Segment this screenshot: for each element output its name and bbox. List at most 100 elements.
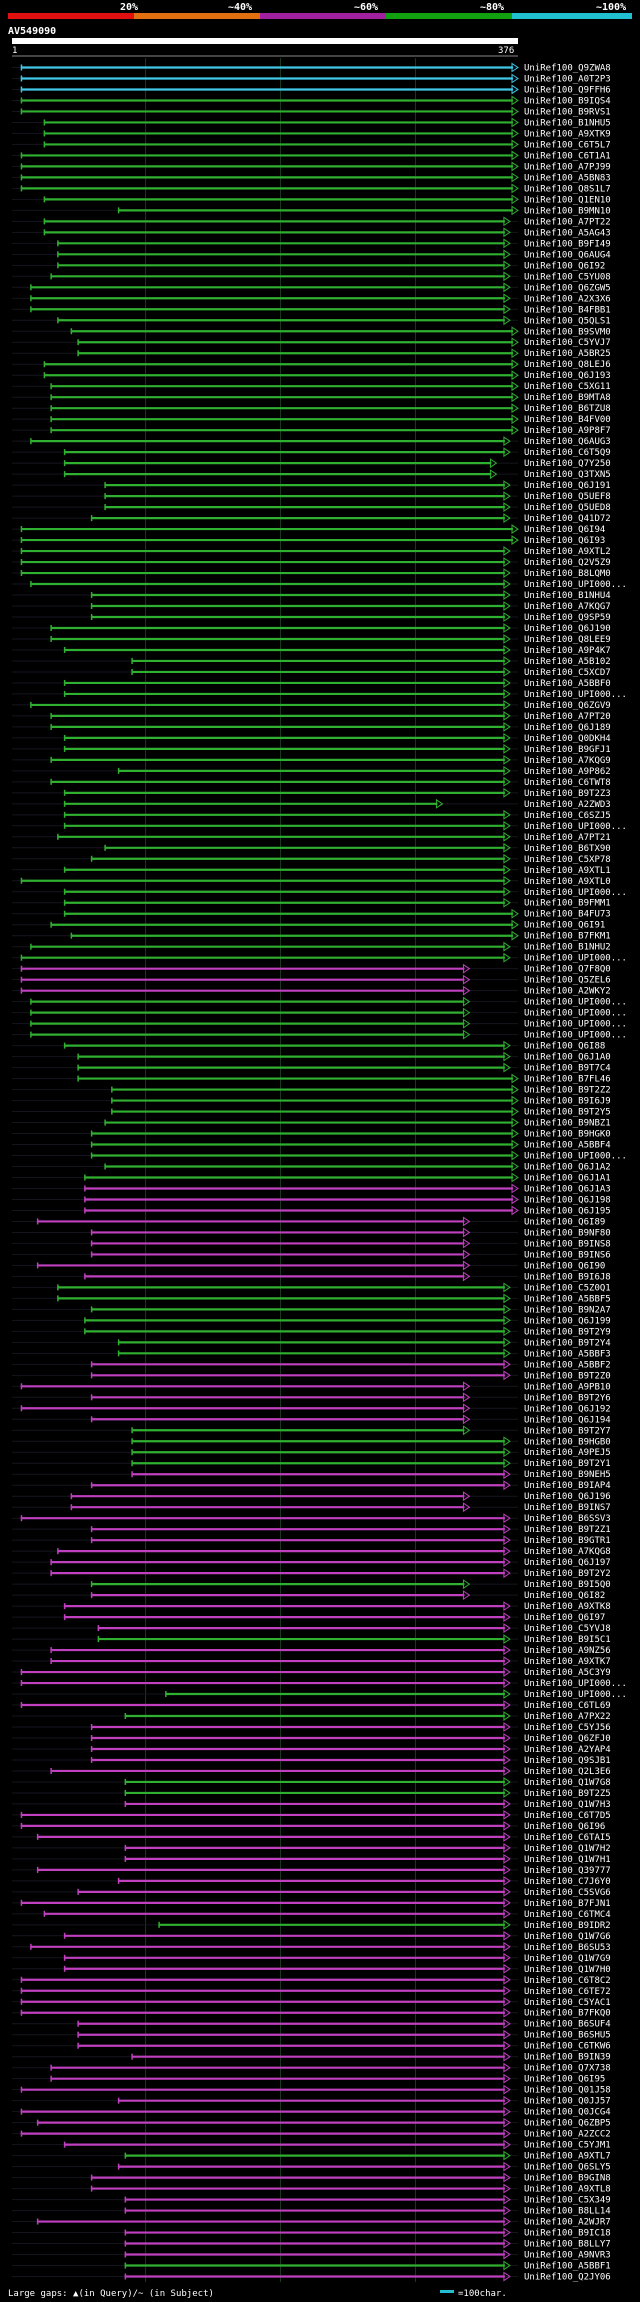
hit-row[interactable]: UniRef100_Q2JY06 — [12, 2271, 611, 2283]
hit-label[interactable]: UniRef100_A2ZCC2 — [524, 2130, 611, 2140]
hit-label[interactable]: UniRef100_Q7Y250 — [524, 459, 611, 469]
hit-label[interactable]: UniRef100_B6SSV3 — [524, 1514, 611, 1524]
hit-label[interactable]: UniRef100_A7PJ99 — [524, 162, 611, 172]
hit-row[interactable]: UniRef100_B9NBZ1 — [12, 1117, 611, 1129]
hit-row[interactable]: UniRef100_B9SVM0 — [12, 326, 611, 337]
hit-row[interactable]: UniRef100_A9NVR3 — [12, 2249, 611, 2261]
hit-label[interactable]: UniRef100_Q9ZWA8 — [524, 63, 611, 73]
hit-label[interactable]: UniRef100_B9IQS4 — [524, 96, 611, 106]
hit-label[interactable]: UniRef100_B9INS6 — [524, 1250, 611, 1260]
hit-label[interactable]: UniRef100_A5BBF0 — [524, 679, 611, 689]
hit-label[interactable]: UniRef100_B8LQM0 — [524, 569, 611, 579]
hit-label[interactable]: UniRef100_A7KQG7 — [524, 602, 611, 612]
hit-row[interactable]: UniRef100_Q1EN10 — [12, 194, 611, 205]
hit-row[interactable]: UniRef100_A9PEJ5 — [12, 1447, 611, 1458]
hit-label[interactable]: UniRef100_B7FJN1 — [524, 1899, 611, 1909]
hit-row[interactable]: UniRef100_B9GFJ1 — [12, 743, 611, 755]
hit-label[interactable]: UniRef100_C7J6Y0 — [524, 1877, 611, 1887]
hit-label[interactable]: UniRef100_UPI000... — [524, 1679, 627, 1689]
hit-row[interactable]: UniRef100_C6TL69 — [12, 1700, 611, 1711]
hit-row[interactable]: UniRef100_B6TZU8 — [12, 403, 611, 414]
hit-label[interactable]: UniRef100_Q6I90 — [524, 1261, 605, 1271]
hit-row[interactable]: UniRef100_Q6I96 — [12, 1820, 605, 1832]
hit-row[interactable]: UniRef100_Q6J193 — [12, 370, 611, 381]
hit-label[interactable]: UniRef100_Q2JY06 — [524, 2273, 611, 2283]
hit-label[interactable]: UniRef100_A9P862 — [524, 767, 611, 777]
hit-row[interactable]: UniRef100_C5XP78 — [12, 853, 611, 865]
hit-label[interactable]: UniRef100_B9T2Y6 — [524, 1393, 611, 1403]
hit-label[interactable]: UniRef100_C6T8C2 — [524, 1976, 611, 1986]
hit-label[interactable]: UniRef100_B1NHU5 — [524, 118, 611, 128]
hit-row[interactable]: UniRef100_B9INS6 — [12, 1249, 611, 1260]
hit-row[interactable]: UniRef100_C6T5Q9 — [12, 447, 611, 458]
hit-label[interactable]: UniRef100_B9T2Y5 — [524, 1108, 611, 1118]
hit-row[interactable]: UniRef100_B9MN10 — [12, 205, 611, 216]
hit-row[interactable]: UniRef100_A5C3Y9 — [12, 1667, 611, 1678]
hit-row[interactable]: UniRef100_A2WKY2 — [12, 985, 611, 997]
hit-row[interactable]: UniRef100_B9T7C4 — [12, 1062, 611, 1074]
hit-label[interactable]: UniRef100_B9I5C1 — [524, 1635, 611, 1645]
hit-row[interactable]: UniRef100_B8LL14 — [12, 2205, 611, 2217]
hit-row[interactable]: UniRef100_Q6J194 — [12, 1414, 611, 1425]
hit-row[interactable]: UniRef100_Q6I94 — [12, 524, 605, 535]
hit-row[interactable]: UniRef100_Q6AUG3 — [12, 436, 611, 447]
hit-label[interactable]: UniRef100_Q6SLY5 — [524, 2163, 611, 2173]
hit-label[interactable]: UniRef100_Q6J189 — [524, 723, 611, 733]
hit-label[interactable]: UniRef100_B9T2Y1 — [524, 1459, 611, 1469]
hit-row[interactable]: UniRef100_A9XTK7 — [12, 1656, 611, 1667]
hit-label[interactable]: UniRef100_B9GFJ1 — [524, 745, 611, 755]
hit-label[interactable]: UniRef100_B9INS8 — [524, 1239, 611, 1249]
hit-row[interactable]: UniRef100_A5BBF2 — [12, 1359, 611, 1370]
hit-row[interactable]: UniRef100_A7PJ99 — [12, 161, 611, 172]
hit-row[interactable]: UniRef100_Q0JJ57 — [12, 2095, 611, 2107]
hit-row[interactable]: UniRef100_C5YJ56 — [12, 1722, 611, 1733]
hit-row[interactable]: UniRef100_B9I5Q0 — [12, 1579, 611, 1590]
hit-label[interactable]: UniRef100_UPI000... — [524, 690, 627, 700]
hit-label[interactable]: UniRef100_A7KQG8 — [524, 1547, 611, 1557]
hit-label[interactable]: UniRef100_A2WJR7 — [524, 2218, 611, 2228]
hit-row[interactable]: UniRef100_UPI000... — [12, 1678, 627, 1689]
hit-row[interactable]: UniRef100_B9I6J9 — [12, 1095, 611, 1107]
hit-row[interactable]: UniRef100_A9P862 — [12, 765, 611, 777]
hit-label[interactable]: UniRef100_B9I5Q0 — [524, 1580, 611, 1590]
hit-label[interactable]: UniRef100_UPI000... — [524, 954, 627, 964]
hit-row[interactable]: UniRef100_Q6J198 — [12, 1194, 611, 1205]
hit-row[interactable]: UniRef100_B9INS8 — [12, 1238, 611, 1249]
hit-row[interactable]: UniRef100_B1NHU5 — [12, 117, 611, 128]
hit-label[interactable]: UniRef100_C5XCD7 — [524, 668, 611, 678]
hit-label[interactable]: UniRef100_Q5ZEL6 — [524, 976, 611, 986]
hit-row[interactable]: UniRef100_C5YU08 — [12, 271, 611, 282]
hit-label[interactable]: UniRef100_A2YAP4 — [524, 1745, 611, 1755]
hit-row[interactable]: UniRef100_A5AG43 — [12, 227, 611, 238]
hit-label[interactable]: UniRef100_Q9SP59 — [524, 613, 611, 623]
hit-row[interactable]: UniRef100_A9XTK8 — [12, 1601, 611, 1612]
hit-label[interactable]: UniRef100_A2X3X6 — [524, 294, 611, 304]
hit-label[interactable]: UniRef100_Q6J199 — [524, 1316, 611, 1326]
hit-label[interactable]: UniRef100_B9HGB0 — [524, 1437, 611, 1447]
hit-label[interactable]: UniRef100_Q6ZFJ0 — [524, 1734, 611, 1744]
hit-row[interactable]: UniRef100_Q2L3E6 — [12, 1766, 611, 1777]
hit-row[interactable]: UniRef100_Q6J197 — [12, 1557, 611, 1568]
hit-label[interactable]: UniRef100_C6TE72 — [524, 1987, 611, 1997]
hit-row[interactable]: UniRef100_Q39777 — [12, 1864, 611, 1876]
hit-label[interactable]: UniRef100_C6TWT8 — [524, 778, 611, 788]
hit-label[interactable]: UniRef100_A5B102 — [524, 657, 611, 667]
hit-row[interactable]: UniRef100_A9XTK9 — [12, 128, 611, 139]
hit-label[interactable]: UniRef100_UPI000... — [524, 580, 627, 590]
hit-label[interactable]: UniRef100_A9XTL1 — [524, 866, 611, 876]
hit-label[interactable]: UniRef100_A7PT20 — [524, 712, 611, 722]
hit-label[interactable]: UniRef100_B9IC18 — [524, 2229, 611, 2239]
hit-label[interactable]: UniRef100_Q6J1A0 — [524, 1053, 611, 1063]
hit-row[interactable]: UniRef100_UPI000... — [12, 1007, 627, 1019]
hit-label[interactable]: UniRef100_Q6I88 — [524, 1042, 605, 1052]
hit-row[interactable]: UniRef100_B9T2Y1 — [12, 1458, 611, 1469]
hit-row[interactable]: UniRef100_A7KQG8 — [12, 1546, 611, 1557]
hit-label[interactable]: UniRef100_Q1EN10 — [524, 195, 611, 205]
hit-row[interactable]: UniRef100_Q0DKH4 — [12, 732, 611, 744]
hit-label[interactable]: UniRef100_A7PX22 — [524, 1712, 611, 1722]
hit-row[interactable]: UniRef100_A9XTL7 — [12, 2150, 611, 2162]
hit-label[interactable]: UniRef100_B9INS7 — [524, 1503, 611, 1513]
hit-row[interactable]: UniRef100_Q8S1L7 — [12, 183, 611, 194]
hit-label[interactable]: UniRef100_B9T7C4 — [524, 1064, 611, 1074]
hit-row[interactable]: UniRef100_A9P8F7 — [12, 425, 611, 436]
